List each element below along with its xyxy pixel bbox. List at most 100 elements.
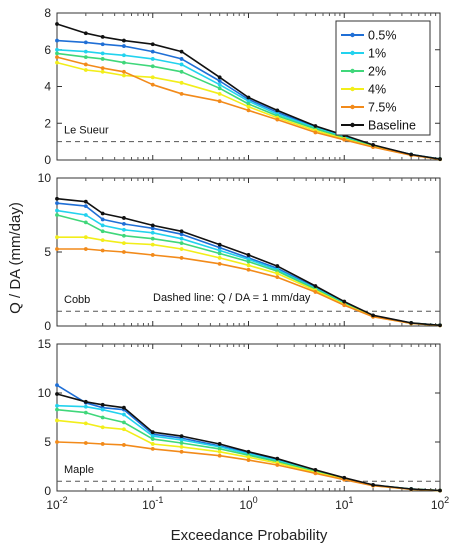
y-tick-label: 5 [44,245,51,259]
x-tick-label: 10-2 [46,495,67,512]
legend-label: Baseline [368,119,416,133]
data-point [122,69,126,74]
data-point [100,51,105,56]
data-point [217,261,222,266]
data-point [83,204,88,209]
data-point [100,415,105,420]
data-point [150,226,155,231]
data-point [100,42,105,47]
data-point [179,80,184,85]
y-tick-label: 10 [38,386,52,400]
data-point [150,437,155,441]
data-point [371,483,375,487]
data-point [83,220,88,225]
data-point [438,323,442,328]
data-point [100,57,105,61]
data-point [122,250,126,254]
data-point [275,456,280,461]
data-point [179,256,184,260]
data-point [83,55,88,59]
data-point [179,445,184,449]
data-point [179,441,184,445]
data-point [246,108,251,113]
data-point [246,267,251,272]
data-point [122,443,126,447]
y-tick-label: 4 [44,80,51,94]
dashed-line-annotation: Dashed line: Q / DA = 1 mm/day [153,292,311,304]
data-point [179,236,184,241]
data-point [55,208,59,213]
data-point [313,471,318,476]
data-point [150,49,155,54]
legend-marker [350,68,355,74]
panels: 0 2 4 6 8 Le Sueur 0.5% 1% 2% 4% 7.5% Baseline 0 5 10 C… [38,6,450,512]
data-point [179,241,184,246]
data-point [409,487,414,491]
data-point [217,449,222,454]
data-point [217,86,222,91]
data-point [275,271,280,276]
panel-label: Le Sueur [64,125,109,137]
data-point [150,253,155,257]
plot-frame [56,343,441,492]
data-point [55,196,59,201]
series-line [56,441,441,492]
data-point [55,383,59,388]
series-line [56,56,441,161]
data-point [122,233,126,238]
data-point [83,62,88,67]
data-point [342,299,347,304]
legend-label: 1% [368,47,386,61]
data-point [313,124,318,128]
data-point [275,463,280,467]
data-point [150,64,155,69]
data-point [55,440,59,444]
data-point [246,104,251,109]
data-point [100,223,105,228]
data-point [83,410,88,415]
x-axis-label: Exceedance Probability [171,527,328,544]
data-point [83,404,88,409]
data-point [55,51,59,56]
data-point [217,442,222,446]
data-point [83,213,88,217]
y-tick-label: 15 [38,337,52,351]
data-point [83,199,88,204]
data-point [179,229,184,234]
data-point [122,60,126,65]
data-point [217,242,222,247]
legend-marker [350,104,355,110]
data-point [438,157,442,161]
data-point [122,221,126,226]
legend-marker [350,32,355,38]
data-point [83,31,88,36]
data-point [342,475,347,480]
data-point [313,290,318,294]
data-point [100,211,105,216]
data-point [150,434,155,439]
data-point [409,320,414,325]
data-point [55,213,59,217]
data-point [275,108,280,113]
legend-label: 4% [368,83,386,97]
data-point [83,235,88,240]
data-point [100,407,105,412]
data-point [55,22,59,26]
data-point [122,241,126,246]
data-point [55,55,59,59]
data-point [179,449,184,454]
data-point [150,230,155,235]
y-axis-label: Q / DA (mm/day) [7,202,24,314]
data-point [150,242,155,247]
data-point [217,82,222,87]
data-point [83,421,88,426]
data-point [179,91,184,96]
data-point [217,446,222,451]
data-point [55,407,59,412]
data-point [246,99,251,104]
data-point [100,425,105,430]
data-point [100,442,105,446]
data-point [55,235,59,240]
data-point [246,253,251,257]
